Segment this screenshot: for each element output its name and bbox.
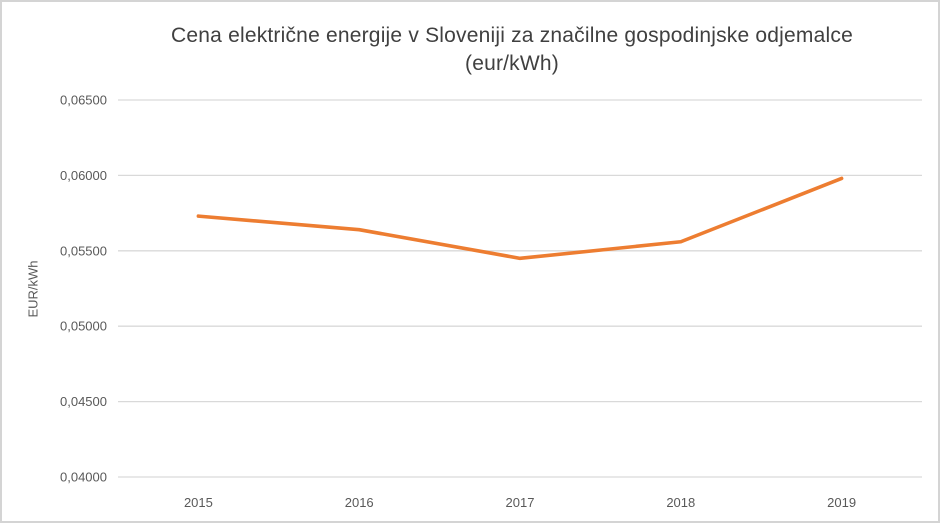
y-tick-label: 0,05000: [60, 319, 107, 334]
y-tick-label: 0,04000: [60, 470, 107, 485]
price-line-series: [196, 176, 844, 261]
x-tick-label: 2017: [506, 495, 535, 510]
x-tick-label: 2019: [827, 495, 856, 510]
x-tick-label: 2018: [666, 495, 695, 510]
chart-title: Cena električne energije v Sloveniji za …: [82, 22, 938, 78]
y-tick-label: 0,06500: [60, 93, 107, 108]
x-tick-label: 2016: [345, 495, 374, 510]
chart-title-line1: Cena električne energije v Sloveniji za …: [171, 24, 853, 47]
y-tick-label: 0,05500: [60, 243, 107, 258]
y-tick-label: 0,04500: [60, 394, 107, 409]
y-tick-label: 0,06000: [60, 168, 107, 183]
chart-title-line2: (eur/kWh): [465, 52, 559, 75]
x-tick-label: 2015: [184, 495, 213, 510]
